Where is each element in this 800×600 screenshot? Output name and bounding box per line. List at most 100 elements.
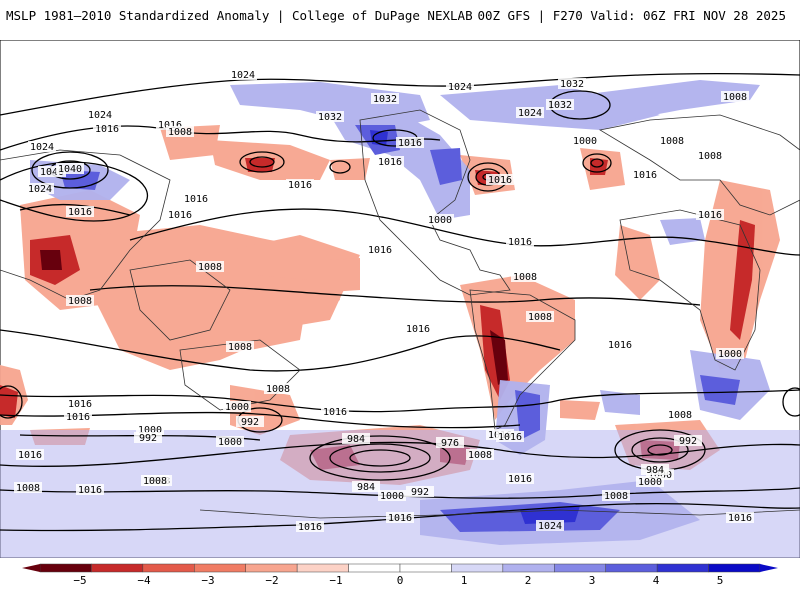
isobar-label: 1008 — [604, 491, 628, 502]
isobar-label: 1000 — [718, 349, 742, 360]
isobar-label: 1024 — [28, 184, 52, 195]
colorbar-tick-label: 5 — [716, 574, 724, 587]
isobar-label: 1016 — [95, 124, 119, 135]
isobar-label: 1016 — [158, 120, 182, 131]
isobar-label: 1016 — [388, 513, 412, 524]
colorbar-swatch — [656, 563, 709, 573]
isobar-label: 992 — [241, 417, 259, 428]
isobar-label: 992 — [139, 433, 157, 444]
isobar-label: 1016 — [508, 237, 532, 248]
colorbar-max-arrow — [760, 564, 778, 572]
isobar-label: 992 — [411, 487, 429, 498]
isobar-label: 1000 — [428, 215, 452, 226]
isobar-label: 1016 — [78, 485, 102, 496]
isobar-label: 1016 — [323, 407, 347, 418]
isobar-label: 1016 — [398, 138, 422, 149]
isobar-label: 1016 — [168, 210, 192, 221]
colorbar-tick-label: −5 — [73, 574, 87, 587]
isobar-label: 1016 — [368, 245, 392, 256]
isobar-label: 1016 — [18, 450, 42, 461]
isobar-label: 1040 — [40, 167, 64, 178]
isobar-label: 1016 — [378, 157, 402, 168]
isobar-label: 1008 — [723, 92, 747, 103]
isobar-label: 1000 — [218, 437, 242, 448]
isobar-label: 1008 — [468, 450, 492, 461]
colorbar-swatch — [554, 563, 606, 573]
isobar-label: 984 — [347, 434, 365, 445]
isobar-label: 1008 — [698, 151, 722, 162]
isobar-label: 1008 — [660, 136, 684, 147]
colorbar-tick-label: −3 — [201, 574, 215, 587]
isobar-label: 1016 — [488, 175, 512, 186]
isobar-label: 1016 — [66, 412, 90, 423]
isobar-label: 1008 — [228, 342, 252, 353]
isobar-label: 1000 — [225, 402, 249, 413]
colorbar-swatch — [91, 563, 144, 573]
deep-negative-anomaly-areas — [40, 250, 508, 385]
product-title: MSLP 1981–2010 Standardized Anomaly | Co… — [6, 8, 473, 23]
isobar-label: 1008 — [143, 476, 167, 487]
isobar-label: 984 — [646, 465, 664, 476]
colorbar-tick-label: −4 — [137, 574, 151, 587]
isobar-label: 1024 — [231, 70, 255, 81]
colorbar-swatch — [348, 563, 401, 573]
isobar-label: 1016 — [298, 522, 322, 533]
colorbar-swatch — [708, 563, 761, 573]
isobar-label: 1000 — [138, 425, 162, 436]
colorbar-swatch — [399, 563, 452, 573]
colorbar-tick-label: 2 — [524, 574, 532, 587]
colorbar-swatch — [605, 563, 658, 573]
isobar-label: 1000 — [638, 477, 662, 488]
isobar-label: 1040 — [58, 164, 82, 175]
colorbar-swatch — [296, 563, 349, 573]
isobar-label: 1016 — [68, 399, 92, 410]
colorbar-tick-label: 4 — [652, 574, 660, 587]
valid-time-label: 00Z GFS | F270 Valid: 06Z FRI NOV 28 202… — [477, 8, 786, 23]
colorbar-tick-label: −2 — [265, 574, 279, 587]
isobar-label: 1032 — [373, 94, 397, 105]
header: MSLP 1981–2010 Standardized Anomaly | Co… — [0, 0, 800, 40]
colorbar-swatch — [194, 563, 246, 573]
isobar-label: 1008 — [168, 127, 192, 138]
isobar-label: 1016 — [608, 340, 632, 351]
colorbar-swatch — [502, 563, 555, 573]
isobar-label: 1032 — [548, 100, 572, 111]
isobar-label: 1008 — [68, 296, 92, 307]
isobar-label: 1032 — [318, 112, 342, 123]
isobar-label: 1016 — [68, 207, 92, 218]
isobar-label: 1032 — [560, 79, 584, 90]
isobar-label: 976 — [441, 438, 459, 449]
colorbar-swatch — [451, 563, 504, 573]
isobar-label: 1008 — [513, 272, 537, 283]
isobar-label: 1024 — [448, 82, 472, 93]
isobar-label: 1016 — [184, 194, 208, 205]
colorbar-min-arrow — [22, 564, 40, 572]
isobar-label: 1008 — [668, 410, 692, 421]
isobar-label: 1016 — [498, 432, 522, 443]
isobar-label: 984 — [357, 482, 375, 493]
isobar-label: 1024 — [538, 521, 562, 532]
isobar-label: 1024 — [518, 108, 542, 119]
colorbar-tick-label: 0 — [396, 574, 404, 587]
isobar-label: 1016 — [728, 513, 752, 524]
colorbar-swatches — [22, 563, 778, 573]
colorbar: −5 −4 −3 −2 −1 0 1 2 3 4 5 — [0, 562, 800, 600]
isobar-label: 1008 — [16, 483, 40, 494]
isobar-label: 1016 — [406, 324, 430, 335]
isobar-label: 992 — [679, 436, 697, 447]
isobar-contours — [0, 73, 800, 532]
isobar-label: 1008 — [528, 312, 552, 323]
colorbar-tick-label: 1 — [460, 574, 468, 587]
isobar-label: 1024 — [30, 142, 54, 153]
colorbar-swatch — [142, 563, 195, 573]
isobar-label: 1000 — [573, 136, 597, 147]
isobar-label: 1000 — [380, 491, 404, 502]
anomaly-map[interactable]: 1024 1032 1024 1032 1016 1016 1024 1008 1016 1016… — [0, 40, 800, 558]
colorbar-swatch — [39, 563, 92, 573]
colorbar-swatch — [245, 563, 298, 573]
isobar-label: 1016 — [288, 180, 312, 191]
isobar-label: 1000 — [648, 470, 672, 481]
isobar-label: 1008 — [198, 262, 222, 273]
colorbar-tick-label: −1 — [329, 574, 343, 587]
